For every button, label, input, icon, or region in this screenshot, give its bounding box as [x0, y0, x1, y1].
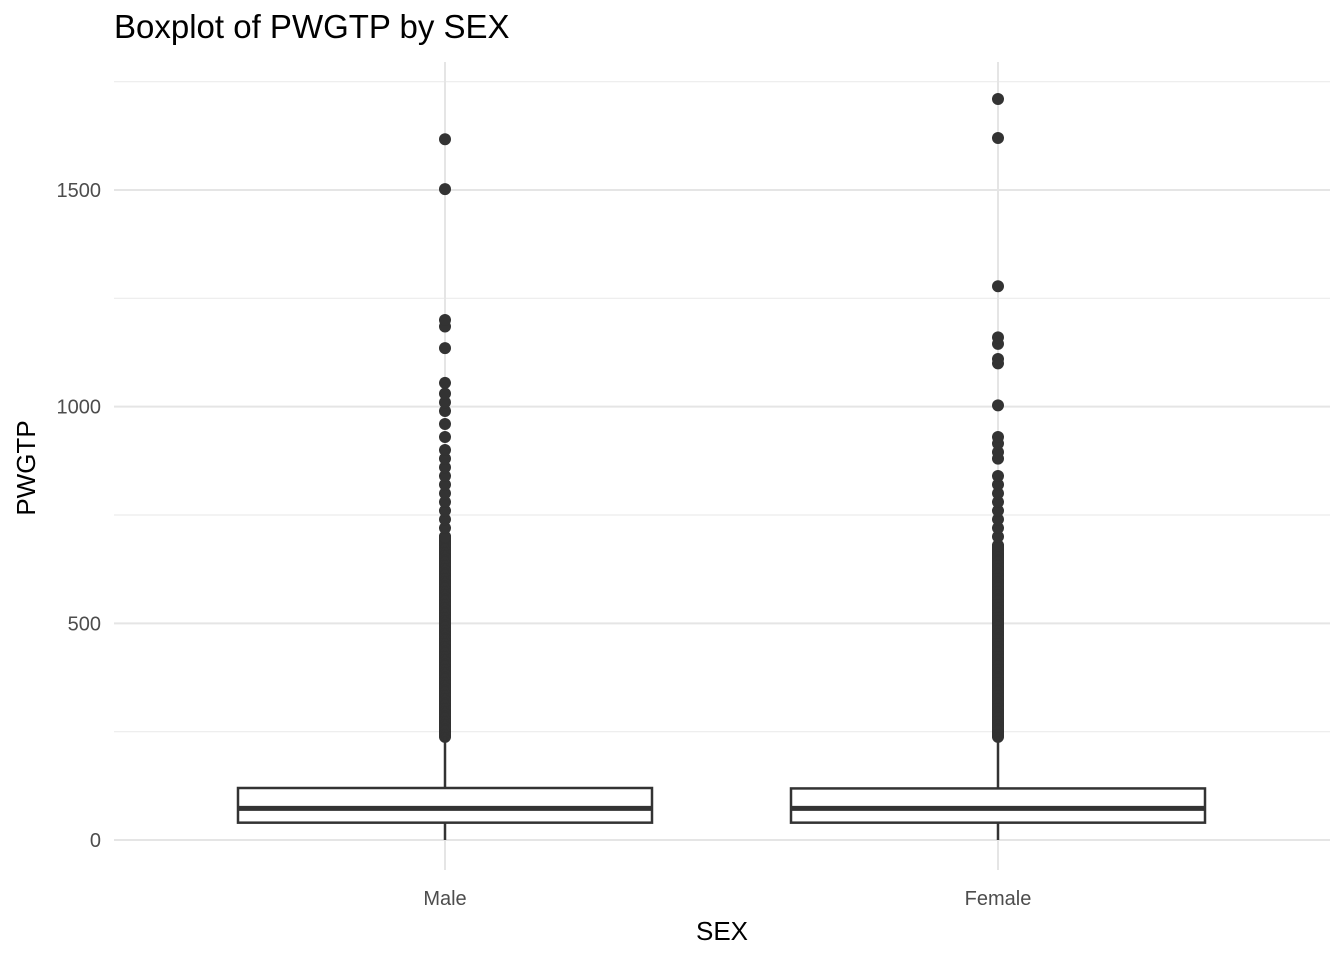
y-tick-label: 1500	[57, 180, 102, 202]
outlier-point	[992, 504, 1004, 517]
outlier-point	[992, 496, 1004, 508]
outlier-point	[992, 399, 1004, 412]
box-female	[789, 93, 1207, 840]
chart-title: Boxplot of PWGTP by SEX	[114, 8, 510, 45]
x-tick-label: Male	[423, 888, 466, 910]
outlier-point	[992, 280, 1004, 293]
outlier-point	[992, 431, 1004, 443]
outlier-point	[439, 496, 451, 508]
outlier-point	[992, 530, 1004, 543]
x-tick-label: Female	[965, 888, 1032, 910]
outlier-point	[439, 396, 451, 409]
outlier-point	[992, 132, 1004, 144]
outlier-point	[439, 418, 451, 430]
outlier-point	[439, 431, 451, 443]
outlier-point	[439, 470, 451, 482]
outlier-point	[992, 446, 1004, 459]
box-male	[236, 133, 654, 840]
outlier-point	[992, 470, 1004, 482]
x-tick-labels: Male Female	[423, 888, 1031, 910]
outlier-point	[439, 487, 451, 500]
y-axis-title: PWGTP	[11, 420, 41, 515]
iqr-box	[236, 786, 654, 824]
outlier-point	[439, 452, 451, 465]
outlier-point	[439, 444, 451, 456]
outlier-point	[439, 478, 451, 491]
outlier-point	[439, 513, 451, 526]
outlier-point	[992, 478, 1004, 491]
outlier-point	[439, 183, 451, 196]
outlier-point	[992, 93, 1004, 105]
y-tick-label: 0	[90, 830, 101, 852]
outlier-point	[439, 342, 451, 355]
x-axis-title: SEX	[696, 916, 748, 946]
outlier-point	[992, 487, 1004, 500]
boxes	[236, 93, 1207, 840]
iqr-box	[789, 787, 1207, 824]
outlier-point	[439, 504, 451, 517]
outlier-point	[439, 133, 451, 146]
outlier-point	[439, 405, 451, 417]
outlier-point	[439, 314, 451, 326]
outlier-point	[992, 539, 1004, 552]
outlier-point	[439, 461, 451, 474]
y-tick-label: 500	[68, 613, 101, 635]
outlier-point	[992, 353, 1004, 365]
grid-lines	[114, 62, 1330, 870]
y-tick-label: 1000	[57, 397, 102, 419]
outlier-point	[992, 513, 1004, 526]
outlier-point	[992, 331, 1004, 344]
outlier-point	[992, 522, 1004, 534]
outlier-point	[439, 387, 451, 400]
outlier-point	[439, 530, 451, 543]
outlier-point	[439, 522, 451, 534]
y-tick-labels: 0 500 1000 1500	[57, 180, 102, 852]
outlier-point	[439, 376, 451, 389]
